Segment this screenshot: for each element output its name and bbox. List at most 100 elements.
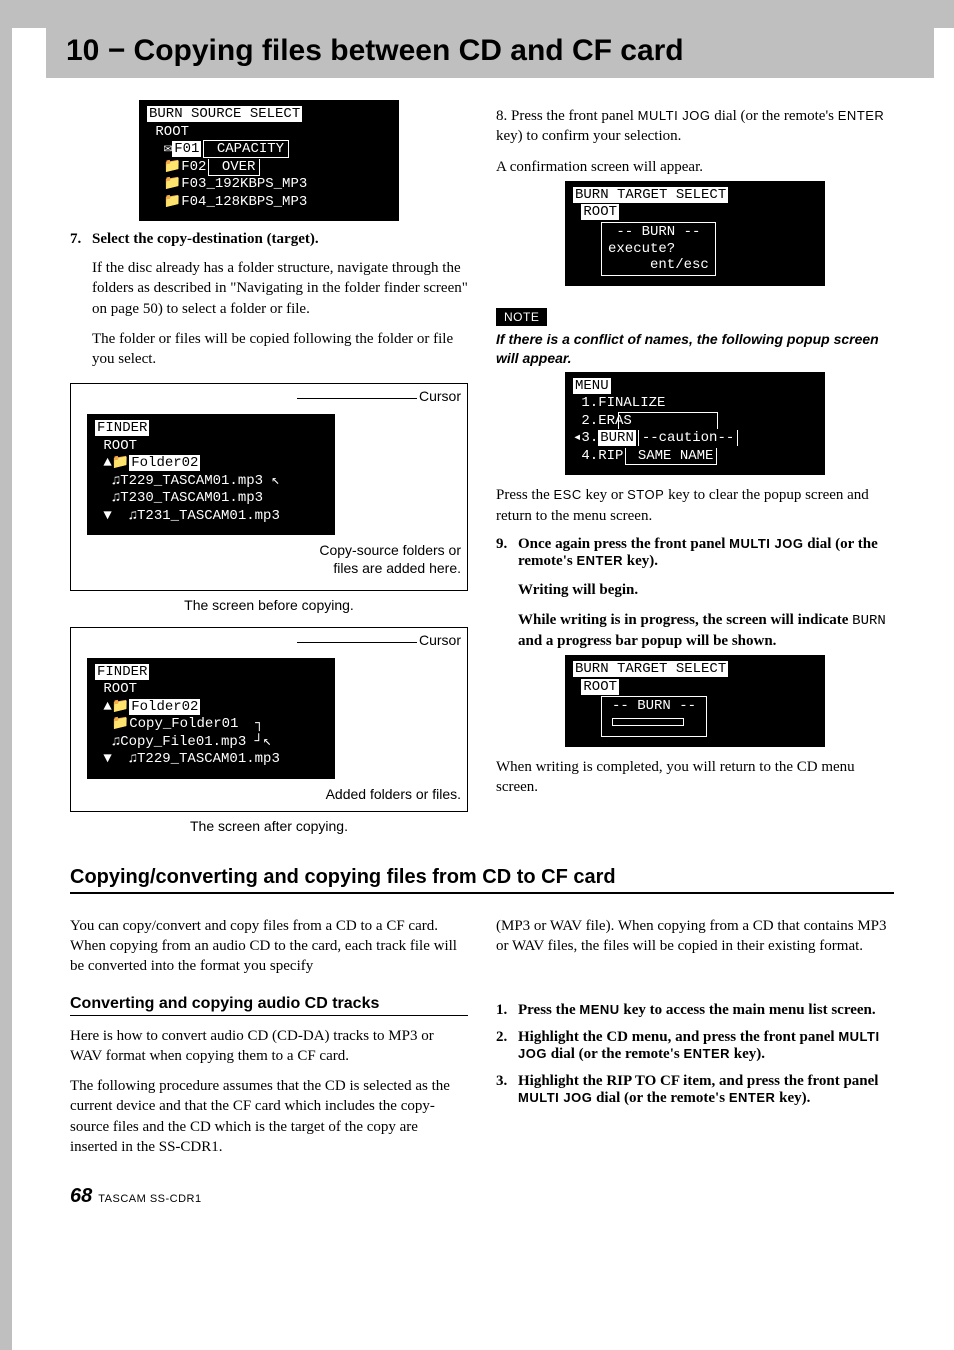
text: Once again press the front panel [518,536,729,552]
right-column: 8. Press the front panel MULTI JOG dial … [496,96,894,844]
lcd-title: FINDER [95,420,149,436]
lcd-line: 📁F03_192KBPS_MP3 [147,176,307,192]
lcd-line: ♫T231_TASCAM01.mp3 [112,508,280,524]
key-label: STOP [627,487,664,502]
key-label: ENTER [838,108,885,123]
text: key). [775,1090,810,1106]
lcd-finder-before: FINDER ROOT ▲📁Folder02 ♫T229_TASCAM01.mp… [87,414,335,535]
figure-caption: The screen before copying. [70,597,468,613]
lcd-line: ♫Copy_File01.mp3 [95,734,246,750]
lcd-burn-progress: BURN TARGET SELECT ROOT -- BURN -- [565,655,825,747]
key-label: MULTI JOG [729,536,803,551]
lcd-title: BURN TARGET SELECT [573,661,728,677]
lcd-popup-line: ent/esc [608,257,709,273]
callout-cursor: Cursor [419,388,461,404]
lcd-line: ♫T229_TASCAM01.mp3 [95,473,263,489]
page-body: BURN SOURCE SELECT ROOT ✉F01 CAPACITY 📁F… [0,96,954,1238]
lcd-popup-line: OVER [208,159,260,176]
steps-right: 9. Once again press the front panel MULT… [496,536,894,570]
lcd-menu-conflict: MENU 1.FINALIZE 2.ERAS ◂3.BURN--caution-… [565,372,825,476]
text: dial (or the remote's [547,1046,684,1062]
lcd-line: Folder02 [129,699,200,715]
lcd-popup: -- BURN -- [601,696,707,737]
lcd-line: 4.RIP [573,448,623,464]
lcd-title: MENU [573,378,611,394]
lcd-line: ROOT [147,124,189,140]
lcd-finder-after: FINDER ROOT ▲📁Folder02 📁Copy_Folder01 ┐ … [87,658,335,779]
callout-added: Added folders or files. [77,785,461,803]
lcd-line: Folder02 [129,455,200,471]
text: Press the [496,487,554,503]
lcd-line: ROOT [581,679,619,695]
key-label: MULTI JOG [638,108,711,123]
lcd-line: 📁F04_128KBPS_MP3 [147,194,307,210]
lcd-popup-line: CAPACITY [203,140,289,158]
callout-text: Copy-source folders or files are added h… [319,542,461,576]
paragraph: If the disc already has a folder structu… [92,258,468,319]
chapter-title: 10 − Copying files between CD and CF car… [66,34,914,68]
text: key) to confirm your selection. [496,128,681,144]
chapter-banner: 10 − Copying files between CD and CF car… [46,28,934,78]
step-3: 3. Highlight the RIP TO CF item, and pre… [496,1073,894,1107]
lcd-line: ROOT [95,681,137,697]
text: dial (or the remote's [592,1090,729,1106]
paragraph: Here is how to convert audio CD (CD-DA) … [70,1026,468,1067]
key-label: MULTI JOG [518,1090,592,1105]
key-label: MENU [579,1002,619,1017]
lcd-line: BURN [598,430,636,446]
progress-bar [612,718,684,726]
text: While writing is in progress, the screen… [518,612,852,628]
text: 8. Press the front panel [496,108,638,124]
text: dial (or the remote's [711,108,838,124]
step-1: 1. Press the MENU key to access the main… [496,1002,894,1019]
lcd-popup-line: --caution-- [638,430,738,446]
section2-left: You can copy/convert and copy files from… [70,906,468,1157]
callout-arrow [297,398,417,399]
step-body: Once again press the front panel MULTI J… [518,536,894,570]
page-number: 68 [70,1185,92,1208]
paragraph: 8. Press the front panel MULTI JOG dial … [496,106,894,147]
text: key to access the main menu list screen. [620,1002,876,1018]
step-lead: Select the copy-destination (target). [92,231,319,247]
lcd-popup-line: -- BURN -- [608,224,700,240]
text: key or [582,487,627,503]
text: and a progress bar popup will be shown. [518,633,776,649]
paragraph: Writing will begin. [518,580,894,600]
text: Highlight the CD menu, and press the fro… [518,1029,838,1045]
key-label: ENTER [729,1090,776,1105]
lcd-line: F01 [172,141,201,157]
two-columns: BURN SOURCE SELECT ROOT ✉F01 CAPACITY 📁F… [70,96,894,844]
paragraph: Press the ESC key or STOP key to clear t… [496,485,894,526]
callout-copy-source: Copy-source folders or files are added h… [77,541,461,577]
section-heading: Copying/converting and copying files fro… [70,866,894,894]
section2-right: (MP3 or WAV file). When copying from a C… [496,906,894,1157]
lcd-popup-line: execute? [608,241,675,257]
figure-after-copy: Cursor FINDER ROOT ▲📁Folder02 📁Copy_Fold… [70,627,468,812]
top-bar [0,0,954,28]
lcd-title: BURN TARGET SELECT [573,187,728,203]
text: key). [730,1046,765,1062]
product-name: TASCAM SS-CDR1 [98,1193,201,1205]
key-label: ENTER [683,1046,730,1061]
step-2: 2. Highlight the CD menu, and press the … [496,1029,894,1063]
paragraph: A confirmation screen will appear. [496,157,894,177]
callout-cursor: Cursor [419,632,461,648]
lcd-line: 1.FINALIZE [573,395,665,411]
section-title: Copying/converting and copying files fro… [70,866,894,889]
section2-steps: 1. Press the MENU key to access the main… [496,1002,894,1107]
step-7: 7. Select the copy-destination (target). [70,231,468,248]
left-column: BURN SOURCE SELECT ROOT ✉F01 CAPACITY 📁F… [70,96,468,844]
step-number: 9. [496,536,518,570]
left-spine [0,0,12,1350]
paragraph: (MP3 or WAV file). When copying from a C… [496,916,894,957]
lcd-line: ♫T230_TASCAM01.mp3 [95,490,263,506]
lcd-title: FINDER [95,664,149,680]
note-text: If there is a conflict of names, the fol… [496,330,894,368]
paragraph: When writing is completed, you will retu… [496,757,894,798]
steps-left: 7. Select the copy-destination (target). [70,231,468,248]
note-badge: NOTE [496,308,547,326]
key-label: ENTER [576,553,623,568]
lcd-title: BURN SOURCE SELECT [147,106,302,122]
lcd-popup: -- BURN -- execute? ent/esc [601,222,716,276]
lcd-line: F02 [181,159,206,175]
